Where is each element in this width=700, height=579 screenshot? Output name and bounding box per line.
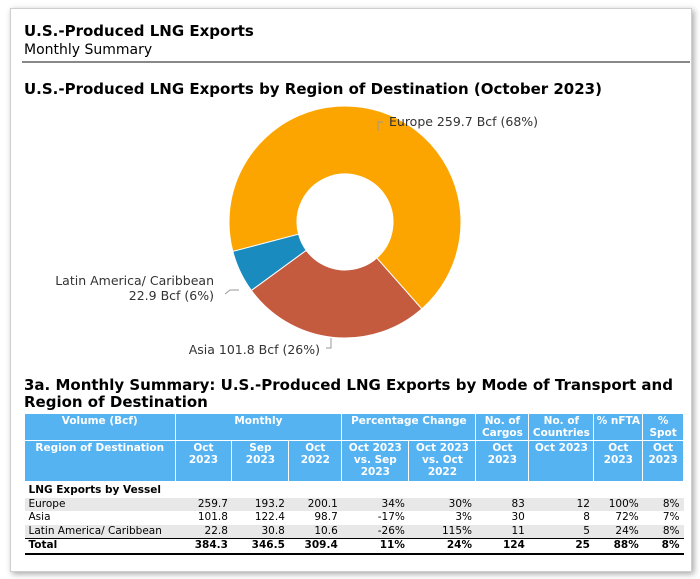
th-spot-oct: Oct 2023 [642, 440, 684, 482]
label-latam-line1: Latin America/ Caribbean [55, 273, 214, 288]
cell-spot: 8% [642, 524, 684, 539]
slice-asia[interactable] [250, 249, 423, 339]
asia-leader-line [326, 338, 332, 349]
group-row: LNG Exports by Vessel [25, 482, 684, 498]
table-title: 3a. Monthly Summary: U.S.-Produced LNG E… [24, 376, 673, 411]
cell-cargos: 124 [475, 538, 529, 555]
cell-nfta: 100% [593, 497, 643, 511]
th-pct-change: Percentage Change [341, 413, 477, 441]
cell-oct2022: 98.7 [288, 511, 342, 525]
cell-countries: 25 [528, 538, 594, 555]
cell-countries: 8 [528, 511, 594, 525]
cell-region: Latin America/ Caribbean [24, 524, 175, 539]
cell-chg-oct: 115% [408, 524, 476, 539]
label-asia: Asia 101.8 Bcf (26%) [189, 342, 320, 357]
cell-sep2023: 193.2 [231, 497, 289, 511]
total-row: Total 384.3 346.5 309.4 11% 24% 124 25 8… [24, 538, 684, 555]
slice-europe[interactable] [228, 105, 462, 310]
cell-chg-oct: 3% [408, 511, 476, 525]
cell-nfta: 72% [593, 511, 643, 525]
cell-oct2022: 309.4 [288, 538, 342, 555]
group-label: LNG Exports by Vessel [28, 484, 161, 496]
th-chg-oct: Oct 2023 vs. Oct 2022 [408, 440, 477, 482]
cell-sep2023: 346.5 [231, 538, 289, 555]
chart-title: U.S.-Produced LNG Exports by Region of D… [24, 80, 602, 98]
cell-nfta: 88% [593, 538, 643, 555]
header-row-1: Volume (Bcf) Monthly Percentage Change N… [24, 413, 684, 441]
cell-sep2023: 122.4 [231, 511, 289, 525]
th-nfta-oct: Oct 2023 [593, 440, 644, 482]
cell-spot: 8% [642, 538, 684, 555]
cell-chg-sep: 11% [341, 538, 409, 555]
th-chg-sep: Oct 2023 vs. Sep 2023 [341, 440, 410, 482]
slice-latam[interactable] [232, 233, 307, 292]
th-cargos: No. of Cargos [475, 413, 530, 441]
cell-oct2023: 101.8 [175, 511, 232, 525]
th-region: Region of Destination [24, 440, 176, 482]
cell-chg-sep: -26% [341, 524, 409, 539]
cell-spot: 7% [642, 511, 684, 525]
th-sep2023: Sep 2023 [231, 440, 290, 482]
page-title: U.S.-Produced LNG Exports [24, 22, 254, 40]
header-row-2: Region of Destination Oct 2023 Sep 2023 … [24, 440, 684, 482]
cell-chg-oct: 24% [408, 538, 476, 555]
cell-nfta: 24% [593, 524, 643, 539]
cell-region: Europe [24, 497, 175, 511]
summary-table: Volume (Bcf) Monthly Percentage Change N… [24, 413, 684, 555]
cell-countries: 12 [528, 497, 594, 511]
cell-oct2023: 384.3 [175, 538, 232, 555]
table-row: Latin America/ Caribbean 22.8 30.8 10.6 … [24, 524, 684, 539]
title-divider [22, 61, 690, 63]
th-cargos-oct: Oct 2023 [475, 440, 530, 482]
cell-cargos: 30 [475, 511, 529, 525]
th-countries-oct: Oct 2023 [528, 440, 595, 482]
cell-region: Total [24, 538, 175, 555]
cell-chg-oct: 30% [408, 497, 476, 511]
cell-oct2022: 10.6 [288, 524, 342, 539]
th-monthly: Monthly [174, 413, 343, 441]
cell-cargos: 83 [475, 497, 529, 511]
cell-region: Asia [24, 511, 175, 525]
table-row: Europe 259.7 193.2 200.1 34% 30% 83 12 1… [24, 497, 684, 511]
th-countries: No. of Countries [528, 413, 595, 441]
cell-cargos: 11 [475, 524, 529, 539]
th-volume: Volume (Bcf) [24, 413, 176, 441]
th-oct2022: Oct 2022 [288, 440, 343, 482]
cell-oct2023: 259.7 [175, 497, 232, 511]
cell-oct2023: 22.8 [175, 524, 232, 539]
cell-sep2023: 30.8 [231, 524, 289, 539]
label-latam-line2: 22.9 Bcf (6%) [129, 288, 214, 303]
cell-chg-sep: -17% [341, 511, 409, 525]
table-row: Asia 101.8 122.4 98.7 -17% 3% 30 8 72% 7… [24, 511, 684, 525]
cell-oct2022: 200.1 [288, 497, 342, 511]
th-spot: % Spot [642, 413, 684, 441]
th-oct2023: Oct 2023 [174, 440, 233, 482]
page-subtitle: Monthly Summary [24, 42, 153, 58]
europe-leader-line [377, 121, 383, 131]
cell-chg-sep: 34% [341, 497, 409, 511]
cell-countries: 5 [528, 524, 594, 539]
th-nfta: % nFTA [593, 413, 644, 441]
label-europe: Europe 259.7 Bcf (68%) [389, 114, 538, 129]
cell-spot: 8% [642, 497, 684, 511]
latam-leader-line [224, 289, 239, 295]
